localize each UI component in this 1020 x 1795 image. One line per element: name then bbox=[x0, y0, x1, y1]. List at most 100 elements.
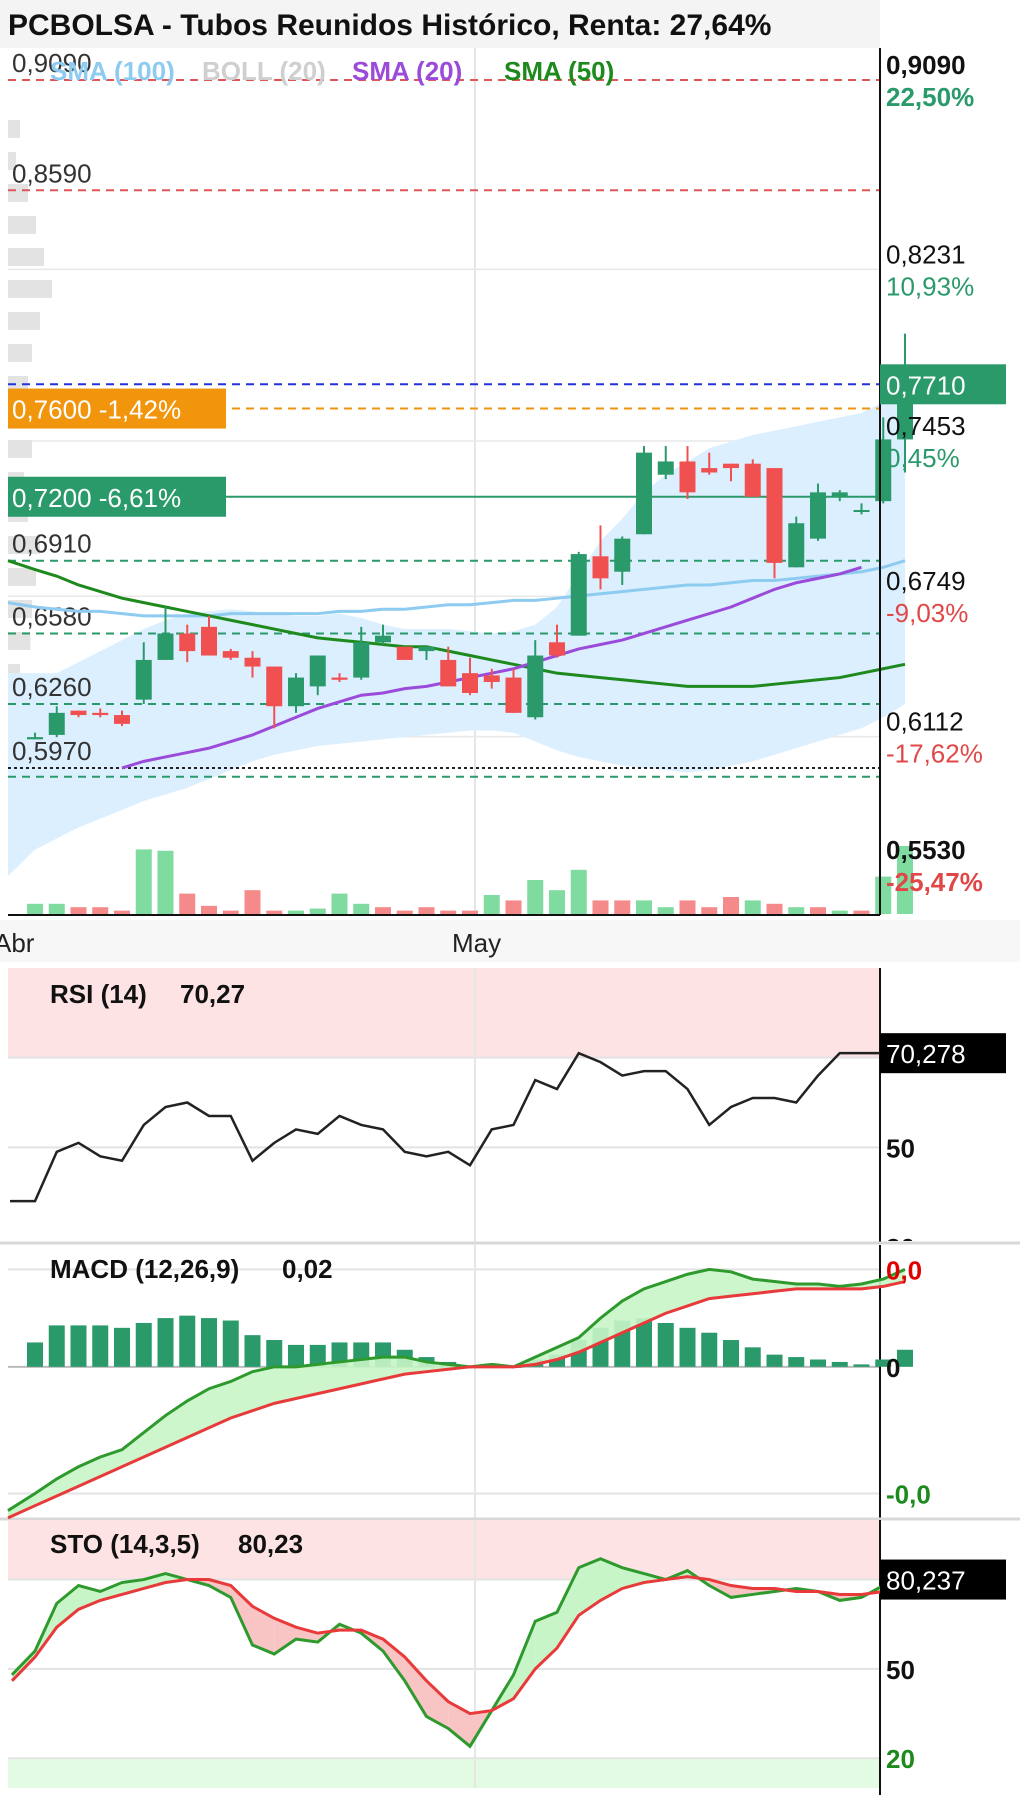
sma50-line bbox=[7, 559, 906, 688]
candle bbox=[396, 646, 413, 660]
macd-histogram-bar bbox=[114, 1327, 130, 1367]
volume-bar bbox=[201, 905, 217, 914]
sto-fill bbox=[448, 1701, 470, 1747]
candle bbox=[375, 635, 391, 643]
candle bbox=[657, 461, 674, 475]
macd-histogram-bar bbox=[27, 1342, 43, 1367]
volume-bar bbox=[766, 903, 783, 914]
price-badge bbox=[8, 388, 226, 429]
legend-item: SMA (50) bbox=[504, 56, 614, 86]
macd-signal-line bbox=[7, 1280, 906, 1520]
candle bbox=[527, 655, 544, 718]
volume-bar bbox=[48, 903, 65, 914]
volume-profile-bar bbox=[8, 120, 20, 138]
candle bbox=[440, 659, 457, 687]
price-badge bbox=[8, 476, 226, 517]
sto-tick: 50 bbox=[886, 1655, 915, 1685]
candle bbox=[549, 642, 565, 656]
candle bbox=[266, 666, 283, 707]
volume-bar bbox=[135, 849, 152, 914]
candle bbox=[331, 677, 348, 680]
sto-badge-label: 80,237 bbox=[886, 1566, 966, 1596]
candle bbox=[288, 677, 304, 707]
macd-histogram-bar bbox=[288, 1344, 304, 1367]
x-tick-label: Abr bbox=[0, 928, 35, 958]
volume-bar bbox=[897, 846, 913, 914]
legend-item: SMA (100) bbox=[50, 56, 175, 86]
volume-bar bbox=[70, 907, 87, 914]
rsi-badge-label: 70,278 bbox=[886, 1039, 966, 1069]
sto-value: 80,23 bbox=[238, 1529, 303, 1559]
volume-bar bbox=[331, 893, 348, 914]
y-tick-pct: 0,45% bbox=[886, 443, 960, 473]
macd-histogram-bar bbox=[831, 1361, 848, 1367]
price-badge-label: 0,7200 -6,61% bbox=[12, 483, 181, 513]
rsi-line bbox=[10, 1051, 905, 1203]
candle bbox=[135, 659, 152, 700]
candle bbox=[766, 468, 783, 563]
macd-tick: -0,0 bbox=[886, 1480, 931, 1510]
y-tick-label: 0,7453 bbox=[886, 411, 966, 441]
sto-d-line bbox=[10, 1575, 906, 1716]
candle bbox=[831, 492, 848, 497]
sto-fill bbox=[535, 1612, 557, 1669]
sto-title: STO (14,3,5) bbox=[50, 1529, 200, 1559]
rsi-badge bbox=[880, 1033, 1006, 1074]
volume-bar bbox=[810, 907, 826, 914]
macd-value: 0,02 bbox=[282, 1254, 333, 1284]
volume-profile-bar bbox=[8, 632, 31, 650]
volume-profile-bar bbox=[8, 440, 32, 458]
macd-tick: 0 bbox=[886, 1353, 900, 1383]
volume-profile-bar bbox=[8, 536, 40, 554]
candle bbox=[701, 468, 718, 473]
x-axis-strip bbox=[0, 920, 1020, 962]
candle bbox=[418, 646, 435, 652]
macd-histogram-bar bbox=[70, 1325, 87, 1367]
overbought-zone bbox=[8, 968, 880, 1058]
volume-profile-bar bbox=[8, 312, 40, 330]
level-label: 0,9090 bbox=[12, 48, 92, 78]
volume-bar bbox=[375, 907, 391, 914]
volume-bar bbox=[462, 910, 478, 914]
overbought-zone bbox=[8, 1520, 880, 1580]
volume-bar bbox=[483, 894, 500, 914]
volume-bar bbox=[244, 890, 261, 914]
last-price-badge bbox=[880, 364, 1006, 405]
candle bbox=[744, 463, 761, 497]
candle bbox=[70, 710, 87, 716]
candle bbox=[853, 509, 870, 512]
volume-bar bbox=[723, 897, 739, 914]
sto-fill bbox=[383, 1639, 405, 1681]
volume-bar bbox=[353, 903, 370, 914]
y-tick-label: 0,9090 bbox=[886, 50, 966, 80]
candle bbox=[788, 523, 805, 568]
y-tick-pct: -9,03% bbox=[886, 598, 968, 628]
macd-histogram-bar bbox=[244, 1335, 261, 1367]
candle bbox=[92, 712, 109, 716]
level-label: 0,6260 bbox=[12, 672, 92, 702]
macd-histogram-bar bbox=[853, 1364, 870, 1367]
volume-bar bbox=[614, 900, 631, 914]
volume-bar bbox=[744, 900, 761, 914]
candle bbox=[353, 642, 370, 678]
macd-histogram-bar bbox=[636, 1318, 652, 1367]
volume-bar bbox=[396, 910, 413, 914]
volume-bar bbox=[27, 903, 43, 914]
volume-profile-bar bbox=[8, 216, 36, 234]
macd-histogram-bar bbox=[679, 1327, 696, 1367]
macd-histogram-bar bbox=[135, 1322, 152, 1367]
price-badge-label: 0,7600 -1,42% bbox=[12, 395, 181, 425]
macd-histogram-bar bbox=[744, 1347, 761, 1367]
macd-histogram-bar bbox=[48, 1325, 65, 1367]
macd-histogram-bar bbox=[897, 1349, 913, 1367]
volume-bar bbox=[288, 910, 304, 914]
macd-histogram-bar bbox=[157, 1318, 174, 1367]
y-tick-pct: 22,50% bbox=[886, 82, 974, 112]
macd-histogram-bar bbox=[788, 1357, 805, 1367]
title-bar bbox=[0, 0, 880, 48]
volume-bar bbox=[157, 850, 174, 914]
volume-profile-bar bbox=[8, 280, 52, 298]
y-tick-pct: -25,47% bbox=[886, 867, 983, 897]
oversold-zone bbox=[8, 1758, 880, 1788]
